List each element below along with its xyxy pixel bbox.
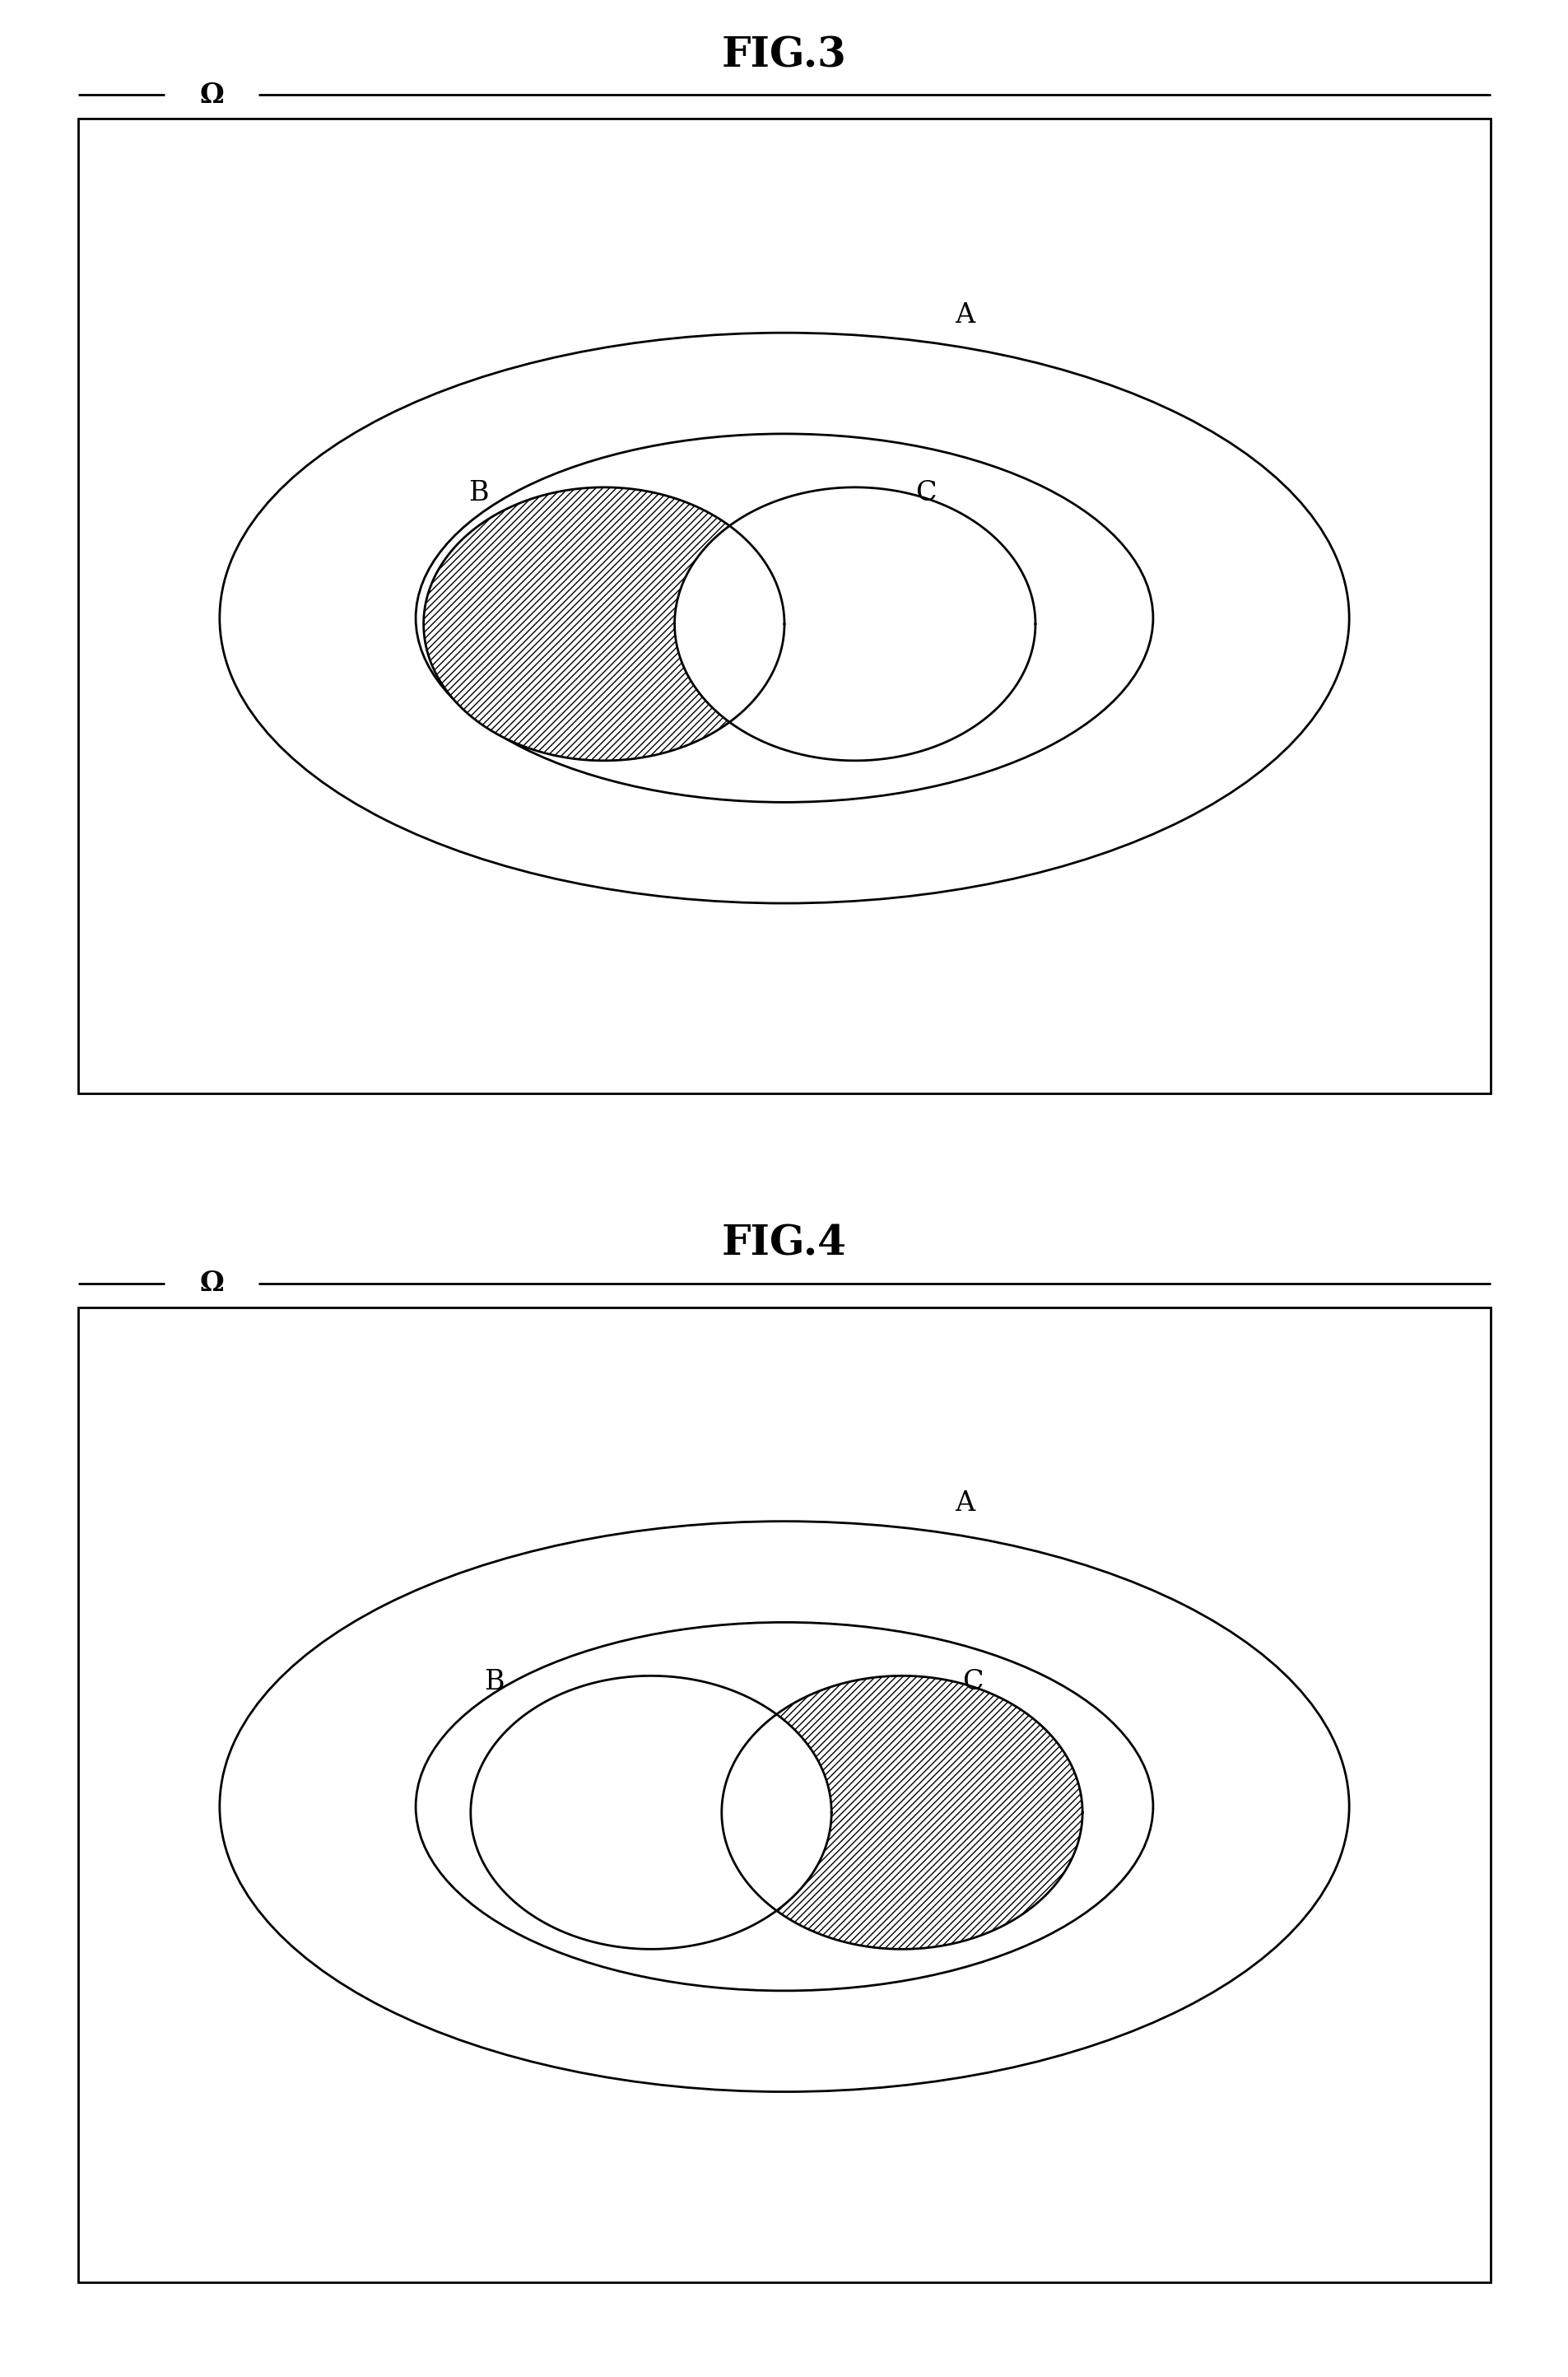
Ellipse shape <box>416 1621 1152 1992</box>
Text: C: C <box>914 480 936 506</box>
Polygon shape <box>674 487 1035 761</box>
Text: B: B <box>469 480 488 506</box>
Polygon shape <box>721 1714 831 1911</box>
Bar <box>78 1307 1490 2282</box>
Text: FIG.4: FIG.4 <box>721 1224 847 1265</box>
Text: FIG.3: FIG.3 <box>721 36 847 76</box>
Text: Ω: Ω <box>199 81 224 109</box>
Bar <box>78 119 1490 1093</box>
Text: A: A <box>955 1490 974 1517</box>
Polygon shape <box>470 1676 831 1949</box>
Text: A: A <box>955 302 974 328</box>
Polygon shape <box>674 525 784 723</box>
Polygon shape <box>423 487 784 761</box>
Ellipse shape <box>220 333 1348 903</box>
Ellipse shape <box>220 1521 1348 2092</box>
Text: C: C <box>961 1669 983 1695</box>
Text: Ω: Ω <box>199 1269 224 1298</box>
Ellipse shape <box>416 433 1152 803</box>
Text: B: B <box>485 1669 503 1695</box>
Polygon shape <box>721 1676 1082 1949</box>
Polygon shape <box>423 487 784 761</box>
Polygon shape <box>721 1676 1082 1949</box>
